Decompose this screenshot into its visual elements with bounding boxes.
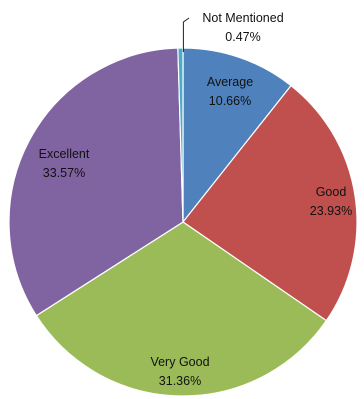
slice-name-label: Very Good (150, 355, 209, 369)
slice-name-label: Excellent (39, 147, 90, 161)
slice-value-label: 0.47% (225, 30, 260, 44)
pie-labels: Average 10.66% Good 23.93% Very Good 31.… (39, 11, 353, 388)
slice-value-label: 10.66% (209, 94, 251, 108)
pie-slice-average (182, 47, 292, 224)
slice-name-label: Not Mentioned (202, 11, 283, 25)
pie-slice-very-good (35, 221, 328, 397)
slice-name-label: Average (207, 75, 253, 89)
pie-slices (8, 47, 358, 397)
slice-name-label: Good (316, 185, 347, 199)
pie-slice-excellent (8, 47, 184, 317)
pie-slice-good (182, 84, 358, 322)
leader-line-not-mentioned (182, 17, 190, 52)
slice-value-label: 33.57% (43, 166, 85, 180)
slice-value-label: 31.36% (159, 374, 201, 388)
slice-value-label: 23.93% (310, 204, 352, 218)
